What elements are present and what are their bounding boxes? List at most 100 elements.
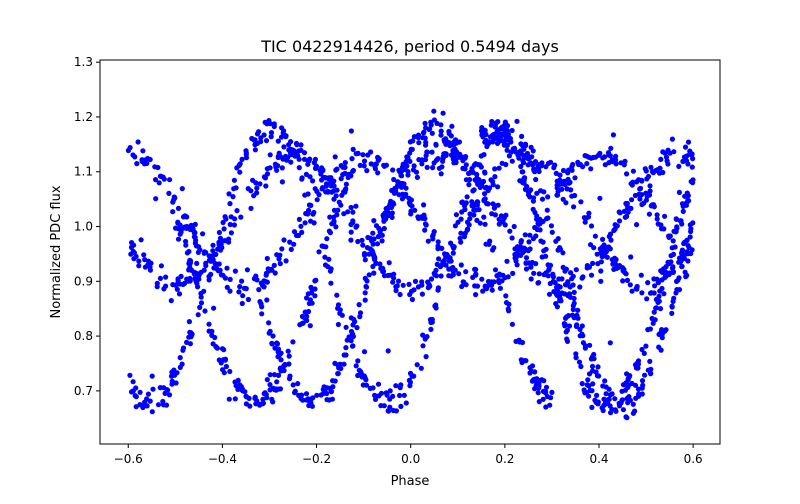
data-point	[252, 142, 258, 148]
data-point	[275, 372, 282, 378]
x-axis: −0.6 −0.4 −0.2 0.0 0.2 0.4 0.6	[114, 444, 703, 466]
data-point	[551, 289, 557, 295]
data-point	[438, 128, 444, 134]
data-point	[671, 149, 677, 155]
data-point	[622, 158, 628, 164]
data-point	[450, 250, 456, 256]
data-point	[167, 177, 173, 183]
data-point	[494, 129, 500, 135]
data-point	[138, 237, 144, 243]
data-point	[208, 271, 214, 277]
data-point	[663, 327, 669, 333]
data-point	[581, 215, 588, 221]
data-point	[458, 230, 464, 236]
data-point	[420, 332, 426, 338]
data-point	[419, 157, 425, 163]
data-point	[234, 208, 240, 214]
data-point	[478, 164, 484, 170]
data-point	[606, 244, 612, 250]
data-point	[412, 278, 419, 284]
data-point	[459, 199, 466, 205]
data-point	[582, 219, 588, 225]
data-point	[294, 142, 300, 148]
data-point	[666, 234, 672, 240]
data-point	[452, 223, 458, 229]
data-point	[343, 345, 349, 351]
y-tick-label: 1.1	[74, 165, 93, 179]
data-point	[226, 396, 232, 402]
data-point	[577, 326, 583, 332]
data-point	[221, 226, 227, 232]
data-point	[518, 252, 524, 258]
data-point	[473, 292, 479, 298]
data-point	[244, 394, 250, 400]
data-point	[629, 288, 635, 294]
data-point	[624, 396, 630, 402]
data-point	[613, 408, 619, 414]
data-point	[535, 390, 541, 396]
data-point	[467, 216, 473, 222]
data-point	[647, 183, 653, 189]
data-point	[570, 306, 576, 313]
data-point	[620, 407, 627, 413]
data-point	[290, 339, 296, 345]
data-point	[603, 400, 609, 406]
data-point	[470, 274, 476, 280]
data-point	[335, 370, 341, 377]
data-point	[160, 398, 166, 405]
data-point	[620, 278, 626, 284]
data-point	[287, 239, 293, 245]
data-point	[409, 373, 415, 379]
data-point	[509, 321, 515, 327]
data-point	[482, 196, 488, 202]
data-point	[263, 138, 270, 144]
data-point	[305, 158, 311, 164]
data-point	[514, 118, 520, 124]
data-point	[387, 388, 393, 394]
data-point	[446, 273, 452, 279]
data-point	[588, 223, 595, 229]
data-point	[538, 238, 544, 244]
data-point	[184, 250, 190, 256]
data-point	[259, 311, 265, 317]
data-point	[634, 361, 640, 367]
data-point	[343, 181, 349, 187]
data-point	[426, 281, 432, 287]
data-point	[517, 149, 524, 155]
data-point	[633, 395, 639, 401]
data-point	[306, 402, 312, 409]
data-point	[513, 258, 519, 264]
data-point	[360, 152, 366, 158]
data-point	[443, 141, 449, 147]
data-point	[434, 120, 440, 126]
data-point	[152, 164, 158, 170]
data-point	[635, 386, 642, 392]
data-point	[354, 325, 360, 331]
data-point	[298, 147, 304, 153]
data-point	[570, 282, 576, 288]
data-point	[149, 409, 155, 415]
data-point	[326, 385, 332, 391]
data-point	[258, 280, 264, 286]
data-point	[157, 385, 163, 391]
data-point	[439, 262, 445, 268]
x-axis-label: Phase	[391, 474, 430, 489]
data-point	[319, 186, 325, 192]
data-point	[367, 246, 373, 252]
data-point	[638, 272, 644, 278]
data-point	[132, 154, 138, 160]
data-point	[192, 240, 198, 246]
data-point	[274, 340, 280, 346]
data-point	[312, 156, 318, 162]
data-point	[662, 213, 668, 219]
data-point	[261, 132, 267, 138]
data-point	[330, 378, 336, 384]
data-point	[254, 185, 260, 191]
data-point	[186, 319, 192, 325]
data-point	[669, 136, 676, 142]
data-point	[480, 288, 486, 294]
data-point	[133, 404, 139, 410]
data-point	[267, 372, 273, 378]
data-point	[237, 382, 243, 388]
data-point	[264, 395, 270, 401]
